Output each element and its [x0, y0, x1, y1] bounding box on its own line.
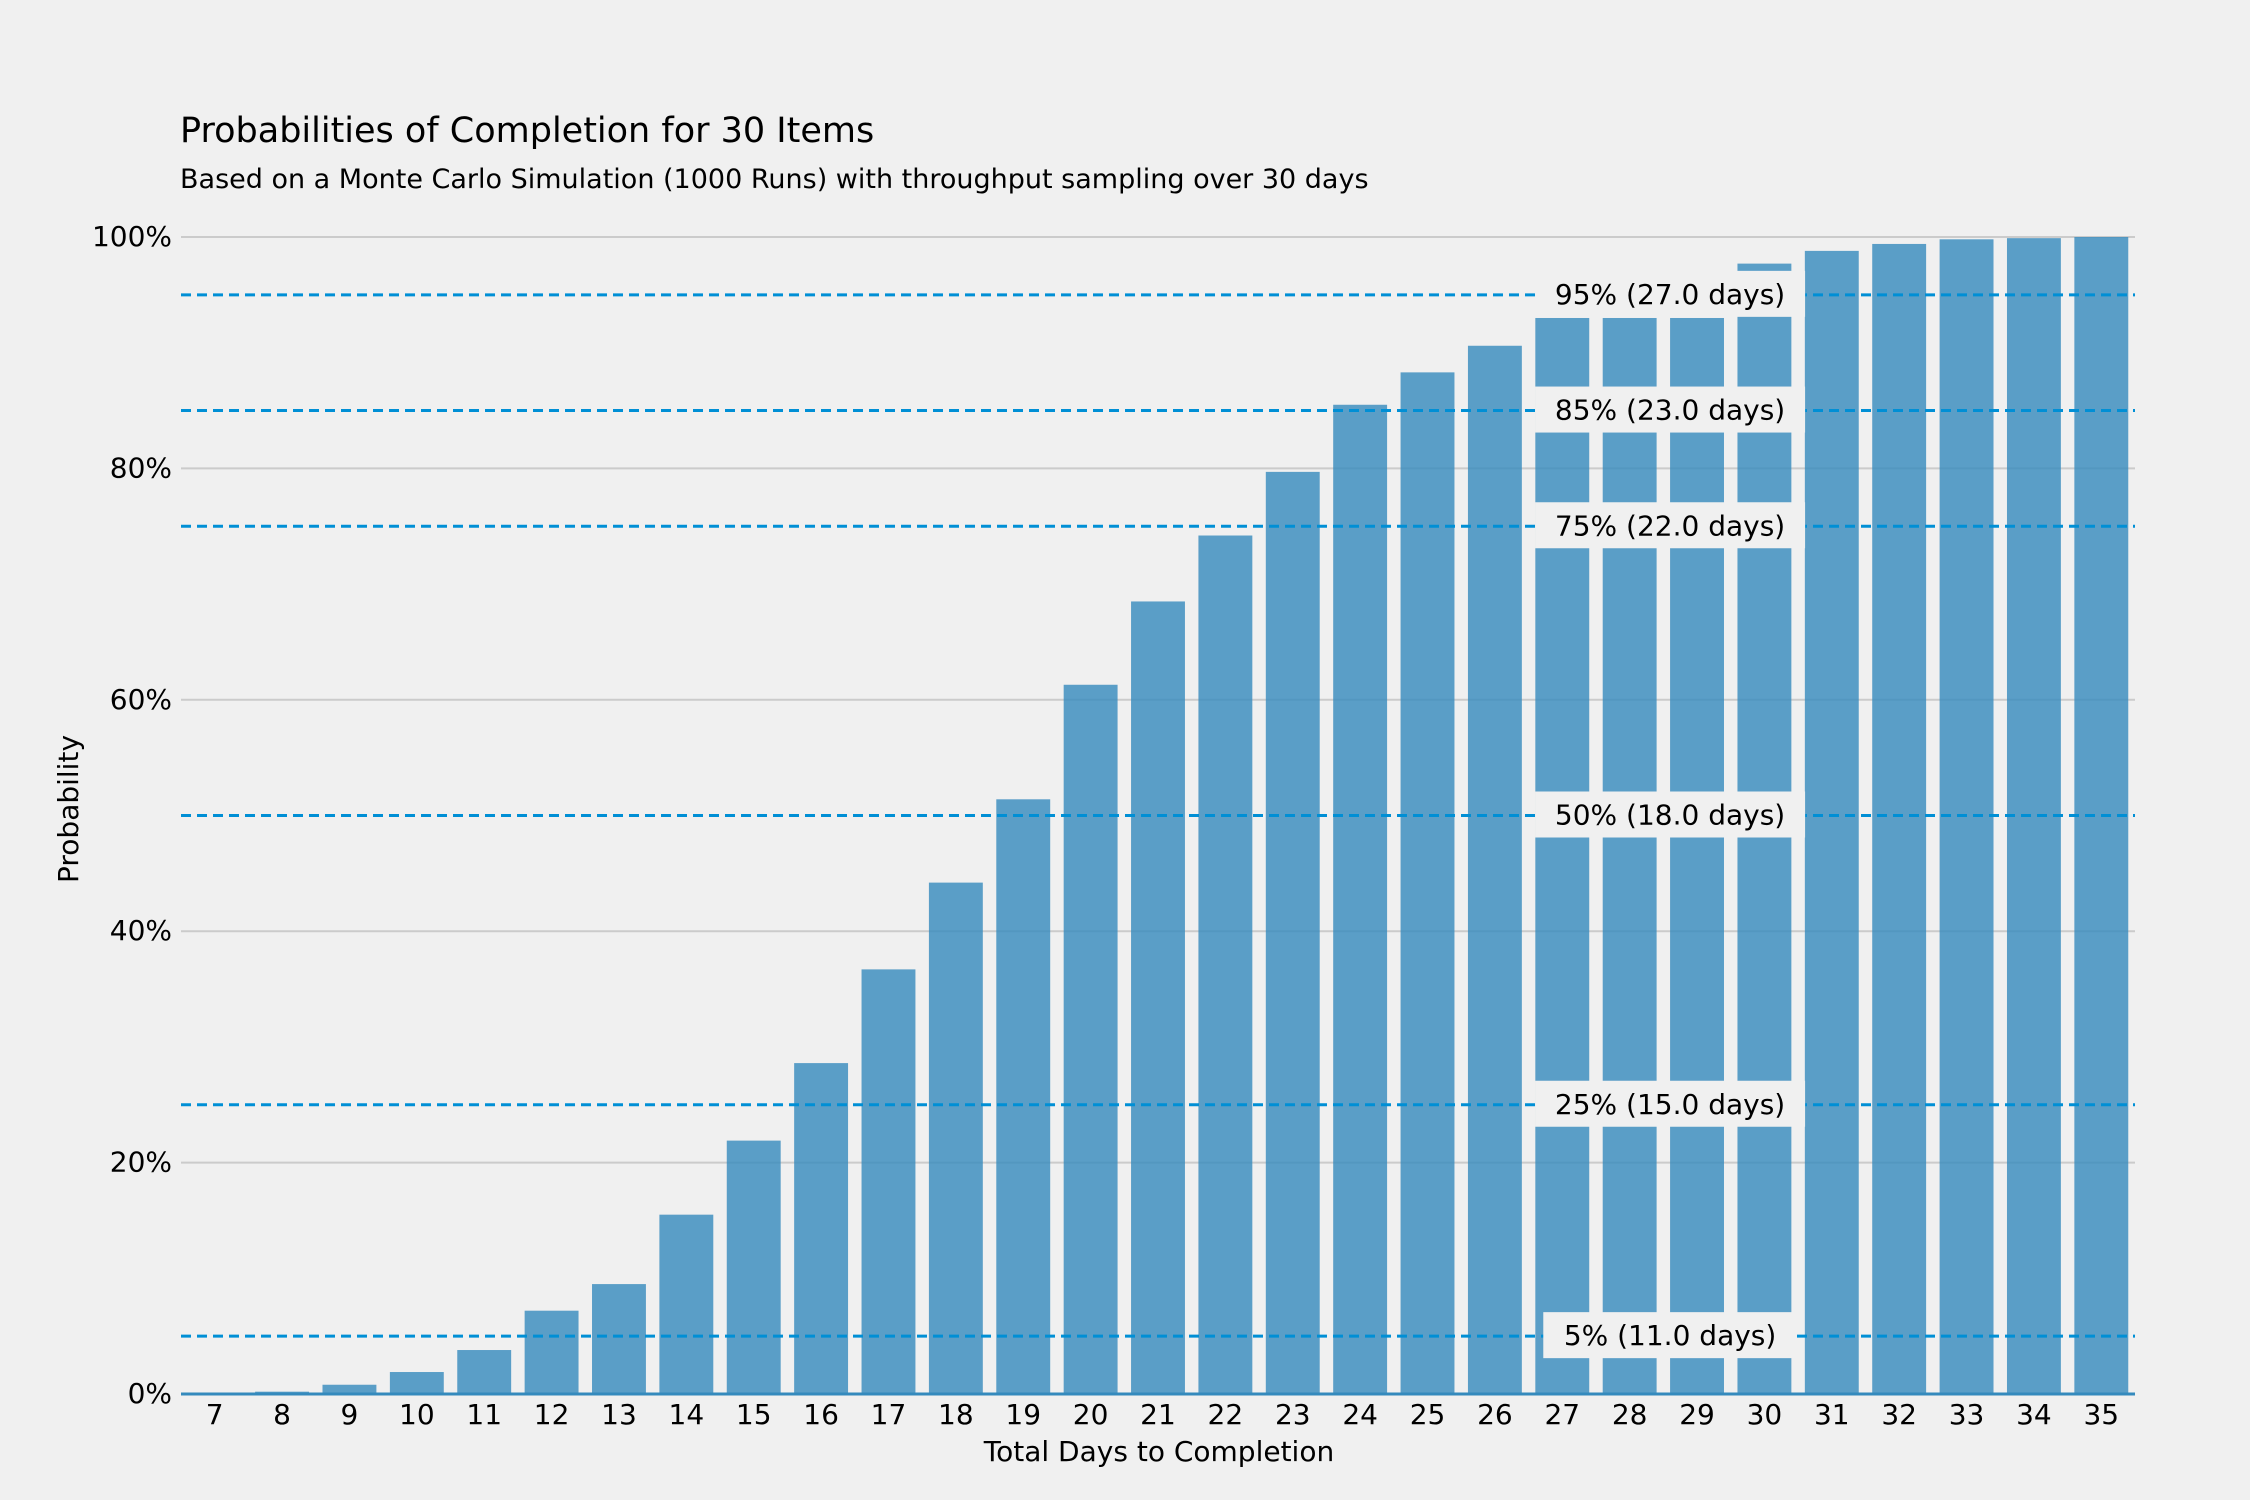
x-tick-label: 24	[1342, 1398, 1378, 1431]
percentile-label-box	[1535, 386, 1806, 433]
percentile-label: 75% (22.0 days)	[1555, 509, 1785, 542]
y-tick-label: 0%	[128, 1377, 172, 1410]
x-tick-label: 34	[2016, 1398, 2052, 1431]
bar	[1602, 317, 1657, 1394]
percentile-label-box	[1543, 1312, 1797, 1359]
bar	[659, 1214, 714, 1394]
x-tick-labels: 7 8 9 10 11 12 13 14 15 16 17 18 19 20 21 22 23 24 25 26 27 2…	[206, 1398, 2119, 1431]
bar	[457, 1350, 512, 1394]
bar	[389, 1372, 444, 1394]
x-tick-label: 31	[1814, 1398, 1850, 1431]
x-tick-label: 21	[1140, 1398, 1176, 1431]
y-tick-label: 60%	[110, 683, 172, 716]
bar	[996, 799, 1051, 1394]
bar	[1670, 317, 1724, 1394]
bar	[726, 1140, 781, 1394]
y-tick-labels: 0% 20% 40% 60% 80% 100%	[92, 220, 172, 1410]
bar	[1063, 684, 1118, 1394]
percentile-label: 95% (27.0 days)	[1555, 278, 1785, 311]
x-tick-label: 29	[1679, 1398, 1715, 1431]
bar	[928, 882, 983, 1394]
x-tick-label: 9	[341, 1398, 359, 1431]
x-tick-label: 7	[206, 1398, 224, 1431]
x-tick-label: 32	[1881, 1398, 1917, 1431]
x-tick-label: 27	[1544, 1398, 1580, 1431]
percentile-lines: 95% (27.0 days) 85% (23.0 days) 75% (22.0 …	[181, 270, 2135, 1359]
x-tick-label: 8	[273, 1398, 291, 1431]
x-tick-label: 14	[669, 1398, 705, 1431]
x-tick-label: 25	[1410, 1398, 1446, 1431]
x-tick-label: 23	[1275, 1398, 1311, 1431]
bar	[1400, 372, 1455, 1394]
percentile-label-box	[1535, 270, 1806, 317]
x-tick-label: 13	[601, 1398, 637, 1431]
x-tick-label: 12	[534, 1398, 570, 1431]
bar	[2006, 238, 2061, 1395]
percentile-label: 5% (11.0 days)	[1564, 1319, 1777, 1352]
x-tick-label: 16	[803, 1398, 839, 1431]
y-tick-label: 100%	[92, 220, 172, 253]
percentile-label-box	[1535, 502, 1806, 549]
x-axis-label: Total Days to Completion	[983, 1435, 1334, 1468]
bar	[1535, 317, 1590, 1394]
x-tick-label: 11	[466, 1398, 502, 1431]
x-tick-label: 28	[1612, 1398, 1648, 1431]
x-tick-label: 19	[1005, 1398, 1041, 1431]
bar	[1131, 601, 1185, 1394]
x-tick-label: 33	[1949, 1398, 1985, 1431]
bar	[322, 1384, 377, 1394]
bar	[1198, 535, 1253, 1394]
bar	[861, 969, 916, 1394]
percentile-label-box	[1535, 1080, 1806, 1127]
x-tick-label: 35	[2083, 1398, 2119, 1431]
bar-series	[181, 237, 2135, 1396]
bar	[794, 1063, 849, 1394]
bar	[1872, 243, 1927, 1394]
chart-title: Probabilities of Completion for 30 Items	[180, 111, 874, 151]
chart-subtitle: Based on a Monte Carlo Simulation (1000 …	[180, 164, 1369, 195]
x-tick-label: 15	[736, 1398, 772, 1431]
bar	[592, 1284, 646, 1394]
y-tick-label: 80%	[110, 451, 172, 484]
x-tick-label: 22	[1208, 1398, 1244, 1431]
bar	[1333, 404, 1388, 1394]
x-tick-label: 30	[1747, 1398, 1783, 1431]
percentile-label: 50% (18.0 days)	[1555, 799, 1785, 832]
x-tick-label: 18	[938, 1398, 974, 1431]
y-axis-label: Probability	[52, 735, 85, 883]
x-tick-label: 26	[1477, 1398, 1513, 1431]
x-tick-label: 17	[871, 1398, 907, 1431]
percentile-label: 85% (23.0 days)	[1555, 394, 1785, 427]
percentile-label: 25% (15.0 days)	[1555, 1088, 1785, 1121]
y-tick-label: 40%	[110, 914, 172, 947]
bar	[524, 1310, 579, 1394]
bar	[1467, 345, 1522, 1394]
x-tick-label: 20	[1073, 1398, 1109, 1431]
x-tick-label: 10	[399, 1398, 435, 1431]
bar	[1804, 250, 1859, 1394]
percentile-label-box	[1535, 791, 1806, 838]
bar	[1265, 471, 1320, 1395]
y-tick-label: 20%	[110, 1146, 172, 1179]
